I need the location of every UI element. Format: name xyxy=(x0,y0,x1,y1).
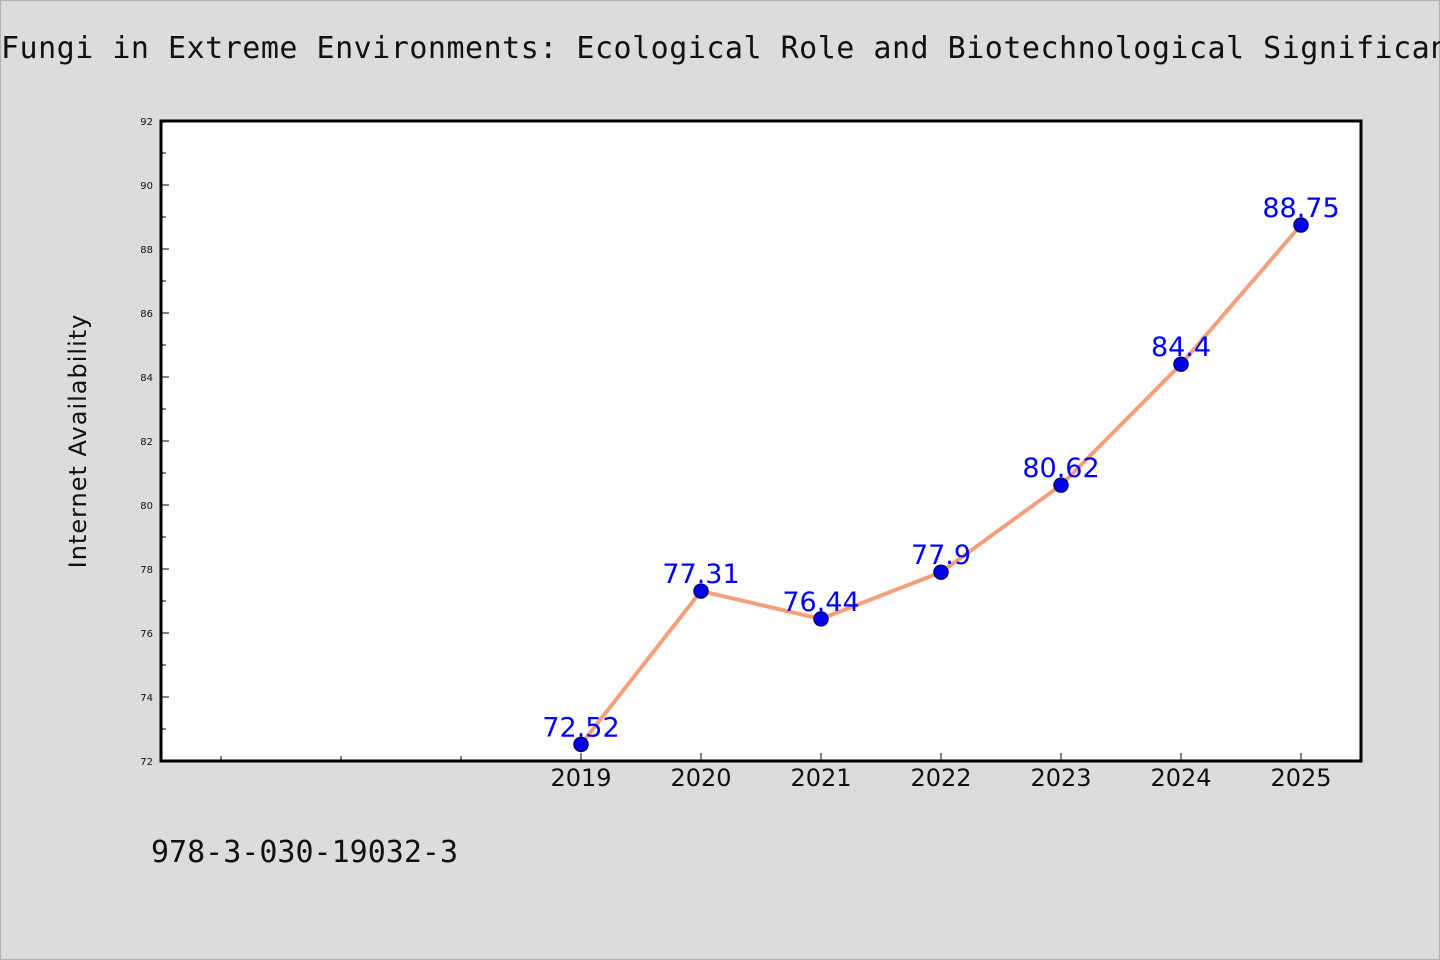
y-tick-label: 74 xyxy=(140,693,153,704)
plot-area xyxy=(159,119,1363,763)
y-tick-label: 84 xyxy=(140,373,153,384)
data-point xyxy=(573,736,589,753)
data-label: 77.9 xyxy=(911,540,971,571)
y-tick-label: 86 xyxy=(140,309,153,320)
y-tick-label: 82 xyxy=(140,437,153,448)
x-tick-label: 2021 xyxy=(790,764,851,792)
data-point xyxy=(813,611,829,627)
data-label: 76.44 xyxy=(782,587,859,618)
y-tick-label: 90 xyxy=(140,181,153,192)
y-tick-label: 88 xyxy=(140,245,153,256)
y-axis-label: Internet Availability xyxy=(64,314,92,569)
x-tick-label: 2025 xyxy=(1270,764,1331,792)
data-point xyxy=(693,583,709,599)
data-point xyxy=(933,564,949,580)
x-tick-label: 2022 xyxy=(910,764,971,792)
y-tick-label: 76 xyxy=(140,629,153,640)
chart-title: Fungi in Extreme Environments: Ecologica… xyxy=(1,31,1440,66)
x-tick-label: 2023 xyxy=(1030,764,1091,792)
x-tick-label: 2020 xyxy=(670,764,731,792)
data-point xyxy=(1293,217,1309,233)
isbn-label: 978-3-030-19032-3 xyxy=(151,835,459,870)
y-tick-label: 92 xyxy=(140,117,153,128)
x-tick-label: 2019 xyxy=(550,764,611,792)
data-label: 88.75 xyxy=(1262,193,1339,224)
data-label: 72.52 xyxy=(542,712,619,743)
series-layer: 72.52 77.31 76.44 77.9 80.62 84.4 88.75 xyxy=(542,193,1340,753)
data-label: 80.62 xyxy=(1022,453,1099,484)
data-label: 77.31 xyxy=(662,559,739,590)
y-tick-label: 78 xyxy=(140,565,153,576)
data-point xyxy=(1053,477,1069,493)
y-axis-ticks: 72 74 76 78 80 82 84 86 88 90 92 xyxy=(140,117,169,768)
x-axis-ticks: 2019 2020 2021 2022 2023 2024 2025 xyxy=(220,753,1332,792)
x-tick-label: 2024 xyxy=(1150,764,1211,792)
data-point xyxy=(1173,356,1189,372)
y-tick-label: 72 xyxy=(140,757,153,768)
data-label: 84.4 xyxy=(1151,332,1211,363)
y-tick-label: 80 xyxy=(140,501,153,512)
